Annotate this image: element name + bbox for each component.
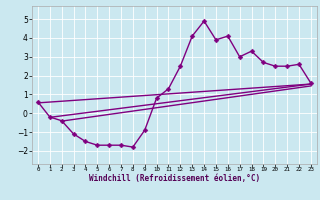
X-axis label: Windchill (Refroidissement éolien,°C): Windchill (Refroidissement éolien,°C) <box>89 174 260 183</box>
